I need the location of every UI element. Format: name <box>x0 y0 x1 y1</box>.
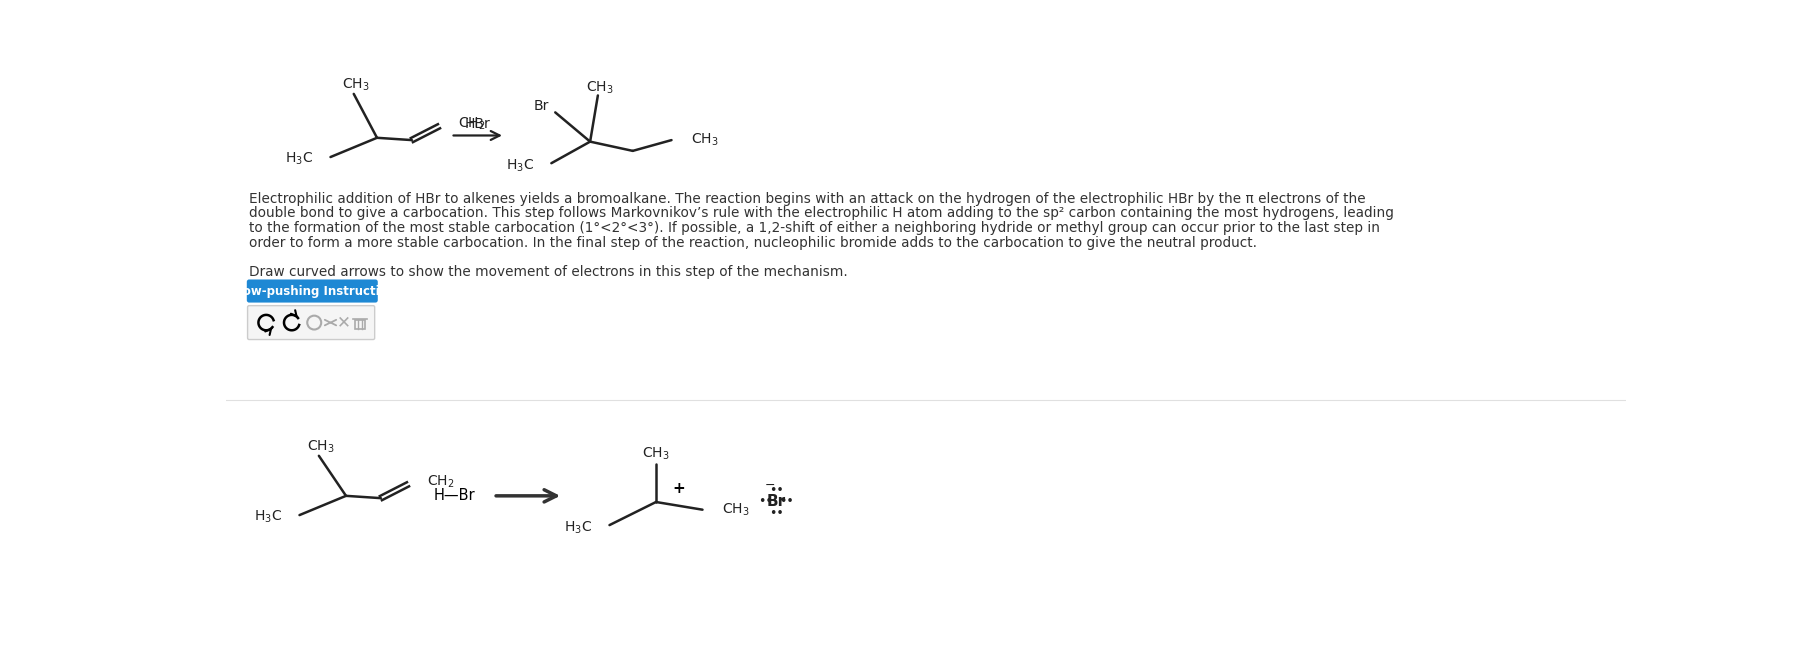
Text: H$_3$C: H$_3$C <box>286 150 313 167</box>
Text: order to form a more stable carbocation. In the final step of the reaction, nucl: order to form a more stable carbocation.… <box>249 235 1258 249</box>
Text: ••: •• <box>757 496 773 508</box>
Text: CH$_3$: CH$_3$ <box>307 438 334 455</box>
Text: Electrophilic addition of HBr to alkenes yields a bromoalkane. The reaction begi: Electrophilic addition of HBr to alkenes… <box>249 191 1366 205</box>
Text: −: − <box>764 478 775 492</box>
Text: to the formation of the most stable carbocation (1°<2°<3°). If possible, a 1,2-s: to the formation of the most stable carb… <box>249 221 1381 235</box>
Text: CH$_3$: CH$_3$ <box>641 446 670 462</box>
Text: double bond to give a carbocation. This step follows Markovnikov’s rule with the: double bond to give a carbocation. This … <box>249 206 1393 220</box>
Text: Br: Br <box>533 99 549 113</box>
Text: ••: •• <box>768 507 784 520</box>
FancyBboxPatch shape <box>248 279 378 303</box>
Text: H—Br: H—Br <box>434 488 475 504</box>
Text: +: + <box>672 481 685 496</box>
Text: Arrow-pushing Instructions: Arrow-pushing Instructions <box>222 285 403 297</box>
Text: Draw curved arrows to show the movement of electrons in this step of the mechani: Draw curved arrows to show the movement … <box>249 265 847 279</box>
Text: H$_3$C: H$_3$C <box>564 519 593 536</box>
Text: CH$_3$: CH$_3$ <box>342 77 370 93</box>
Text: H$_3$C: H$_3$C <box>255 508 282 525</box>
Text: ••: •• <box>779 496 795 508</box>
Text: CH$_3$: CH$_3$ <box>587 79 614 96</box>
FancyBboxPatch shape <box>248 305 374 340</box>
Text: Br: Br <box>766 494 786 510</box>
Text: CH$_2$: CH$_2$ <box>459 116 486 132</box>
Text: HBr: HBr <box>464 117 492 131</box>
Text: ••: •• <box>768 484 784 497</box>
Text: CH$_3$: CH$_3$ <box>721 502 750 518</box>
Text: CH$_3$: CH$_3$ <box>690 132 719 148</box>
Text: ✕: ✕ <box>336 313 351 331</box>
Text: H$_3$C: H$_3$C <box>506 157 535 173</box>
Text: CH$_2$: CH$_2$ <box>428 474 455 490</box>
